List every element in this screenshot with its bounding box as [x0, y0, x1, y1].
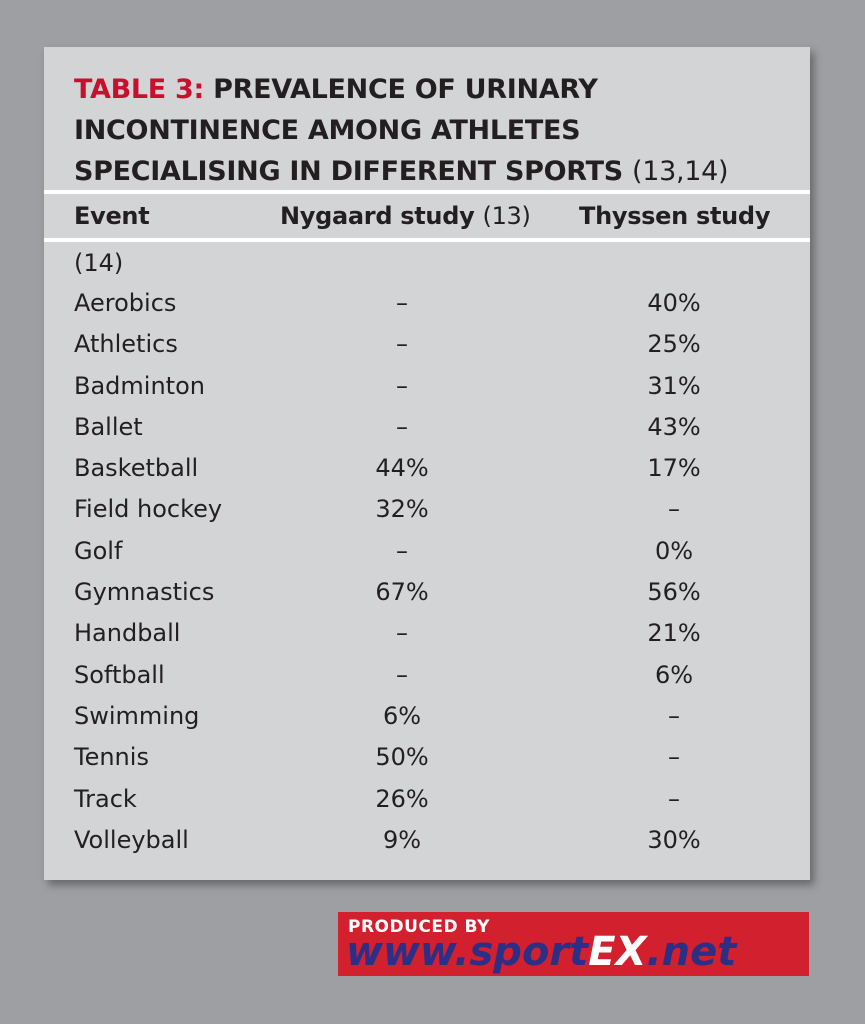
cell-thyssen: – [668, 743, 680, 772]
table-row: Handball – 21% [44, 616, 810, 657]
cell-nygaard: – [396, 289, 408, 317]
column-header-thyssen: Thyssen study [579, 202, 771, 230]
cell-nygaard: 32% [375, 495, 429, 524]
cell-thyssen: 40% [647, 289, 701, 317]
cell-thyssen: 43% [647, 412, 701, 441]
table-row: Basketball 44% 17% [44, 451, 810, 492]
table-card: TABLE 3: PREVALENCE OF URINARY INCONTINE… [44, 47, 810, 880]
cell-nygaard: 67% [375, 578, 429, 607]
table-row: Volleyball 9% 30% [44, 823, 810, 864]
table-body: Aerobics – 40% Athletics – 25% Badminton… [44, 286, 810, 864]
table-row: Ballet – 43% [44, 410, 810, 451]
cell-thyssen: 17% [647, 454, 701, 483]
column-header-thyssen-ref: (14) [74, 249, 124, 277]
sportex-logo: www.sportEX.net [346, 929, 736, 975]
table-row: Badminton – 31% [44, 369, 810, 410]
cell-nygaard: 50% [375, 743, 429, 772]
header-top-divider [44, 190, 810, 194]
table-row: Tennis 50% – [44, 740, 810, 781]
cell-nygaard: – [396, 536, 408, 565]
title-references: (13,14) [631, 156, 729, 187]
cell-nygaard: – [396, 619, 408, 648]
title-line-3: SPECIALISING IN DIFFERENT SPORTS [74, 156, 623, 187]
cell-thyssen: 6% [654, 660, 694, 689]
cell-event: Field hockey [74, 495, 223, 524]
cell-event: Badminton [74, 371, 205, 400]
cell-thyssen: 21% [647, 619, 701, 648]
header-bottom-divider [44, 238, 810, 242]
table-number-label: TABLE 3: [74, 74, 205, 105]
cell-thyssen: 0% [654, 536, 694, 565]
cell-event: Athletics [74, 330, 178, 359]
title-line-1: PREVALENCE OF URINARY [213, 74, 598, 105]
title-line-2: INCONTINENCE AMONG ATHLETES [74, 115, 581, 146]
cell-thyssen: 30% [647, 825, 701, 854]
cell-nygaard: 44% [375, 454, 429, 483]
column-header-event: Event [74, 202, 150, 230]
cell-thyssen: 31% [647, 371, 701, 400]
cell-event: Golf [74, 536, 123, 565]
cell-nygaard: – [396, 330, 408, 359]
cell-nygaard: – [396, 660, 408, 689]
cell-nygaard: 9% [382, 825, 422, 854]
table-title: TABLE 3: PREVALENCE OF URINARY INCONTINE… [74, 69, 794, 192]
cell-event: Handball [74, 619, 181, 648]
cell-event: Softball [74, 660, 165, 689]
logo-url-part: .net [646, 929, 737, 975]
table-row: Aerobics – 40% [44, 286, 810, 327]
cell-event: Swimming [74, 701, 200, 730]
cell-thyssen: – [668, 784, 680, 813]
cell-nygaard: – [396, 371, 408, 400]
column-header-nygaard-ref: (13) [482, 202, 531, 230]
column-header-nygaard: Nygaard study (13) [280, 200, 531, 232]
cell-nygaard: 26% [375, 784, 429, 813]
table-row: Softball – 6% [44, 658, 810, 699]
cell-event: Tennis [74, 743, 149, 772]
table-row: Athletics – 25% [44, 327, 810, 368]
cell-event: Aerobics [74, 289, 177, 317]
column-header-nygaard-label: Nygaard study [280, 202, 475, 230]
cell-thyssen: – [668, 495, 680, 524]
table-row: Golf – 0% [44, 534, 810, 575]
cell-nygaard: 6% [382, 701, 422, 730]
logo-url-ex: EX [588, 929, 647, 975]
table-row: Gymnastics 67% 56% [44, 575, 810, 616]
table-row: Field hockey 32% – [44, 492, 810, 533]
cell-event: Track [74, 784, 137, 813]
cell-event: Gymnastics [74, 578, 215, 607]
table-row: Swimming 6% – [44, 699, 810, 740]
cell-thyssen: – [668, 701, 680, 730]
cell-event: Basketball [74, 454, 199, 483]
cell-event: Ballet [74, 412, 143, 441]
table-row: Track 26% – [44, 782, 810, 823]
cell-thyssen: 25% [647, 330, 701, 359]
cell-nygaard: – [396, 412, 408, 441]
cell-event: Volleyball [74, 825, 189, 854]
cell-thyssen: 56% [647, 578, 701, 607]
producer-banner: PRODUCED BY www.sportEX.net [338, 912, 809, 976]
logo-url-part: www.sport [346, 929, 589, 975]
produced-by-label: PRODUCED BY [348, 917, 490, 937]
